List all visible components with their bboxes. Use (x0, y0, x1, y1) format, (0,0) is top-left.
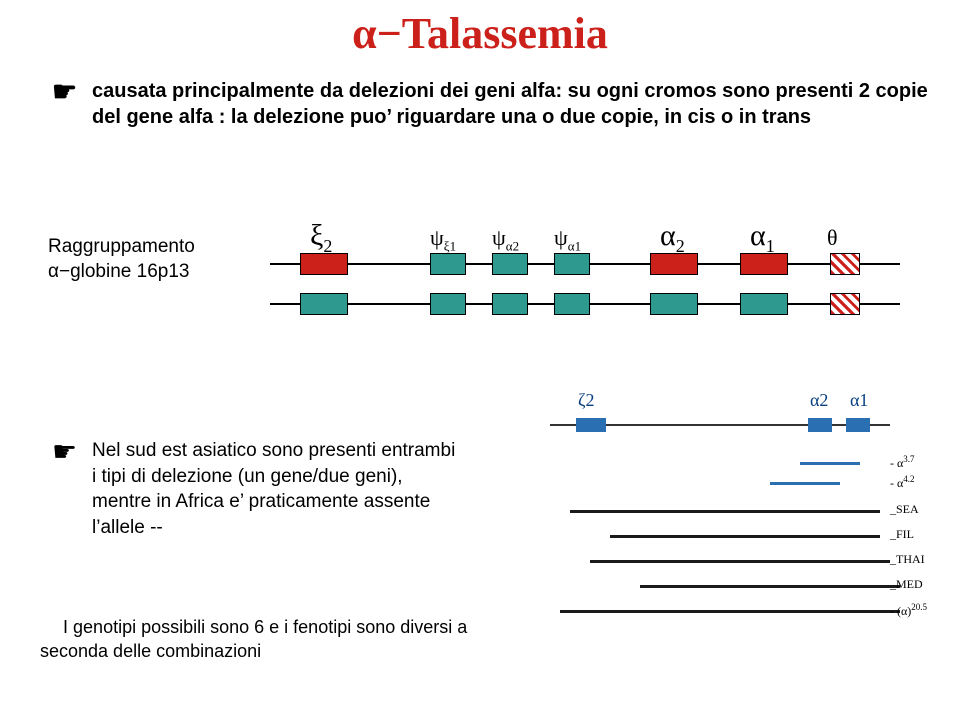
bullet-2: ☛ Nel sud est asiatico sono presenti ent… (92, 438, 462, 541)
gene-label-psi-a1: ψα1 (554, 225, 581, 254)
gene-psi-a1-row2 (554, 293, 590, 315)
deletion-bar-5 (640, 585, 900, 588)
deletion-ref-box-1 (808, 418, 832, 432)
deletion-bar-1 (770, 482, 840, 485)
gene-psi-xi1-row1 (430, 253, 466, 275)
deletion-bar-6 (560, 610, 900, 613)
gene-psi-a1-row1 (554, 253, 590, 275)
deletion-bar-2 (570, 510, 880, 513)
gene-label-alpha1: α1 (750, 219, 775, 257)
gene-theta-row1 (830, 253, 860, 275)
deletion-panel: ζ2 α2 α1 - α3.7 - α4.2 _SEA _FIL _THAI _MED - (α)… (530, 390, 930, 650)
bullet-2-text: Nel sud est asiatico sono presenti entra… (92, 440, 455, 538)
slide: { "title": { "text": "\u03b1\u2212Talass… (0, 0, 960, 715)
gene-label-theta: θ (827, 225, 838, 251)
deletion-tag-1: - α4.2 (890, 474, 915, 491)
deletion-tag-5: _MED (890, 577, 923, 592)
deletion-top-label-0: ζ2 (578, 390, 594, 411)
genotype-note-text: I genotipi possibili sono 6 e i fenotipi… (40, 617, 467, 661)
deletion-ref-box-2 (846, 418, 870, 432)
deletion-top-label-1: α2 (810, 390, 828, 411)
gene-label-psi-xi1: ψξ1 (430, 225, 456, 254)
deletion-tag-2: _SEA (890, 502, 919, 517)
deletion-tag-0: - α3.7 (890, 454, 915, 471)
gene-psi-a2-row1 (492, 253, 528, 275)
deletion-top-label-2: α1 (850, 390, 868, 411)
deletion-bar-0 (800, 462, 860, 465)
gene-psi-xi1-row2 (430, 293, 466, 315)
list-marker:  (40, 617, 54, 637)
gene-alpha1-row2 (740, 293, 788, 315)
gene-alpha2-row2 (650, 293, 698, 315)
deletion-ref-box-0 (576, 418, 606, 432)
deletion-tag-3: _FIL (890, 527, 914, 542)
gene-label-psi-a2: ψα2 (492, 225, 519, 254)
gene-psi-a2-row2 (492, 293, 528, 315)
deletion-tag-6: - (α)20.5 (890, 602, 927, 619)
gene-xi2-row2 (300, 293, 348, 315)
deletion-bar-3 (610, 535, 880, 538)
genotype-note:  I genotipi possibili sono 6 e i fenoti… (40, 615, 480, 664)
gene-label-xi2: ξ2 (310, 219, 332, 257)
gene-cluster-diagram: ξ2 ψξ1 ψα2 ψα1 α2 α1 θ (0, 0, 960, 340)
gene-label-alpha2: α2 (660, 219, 685, 257)
deletion-bar-4 (590, 560, 890, 563)
deletion-tag-4: _THAI (890, 552, 925, 567)
gene-theta-row2 (830, 293, 860, 315)
hand-icon: ☛ (52, 438, 77, 466)
